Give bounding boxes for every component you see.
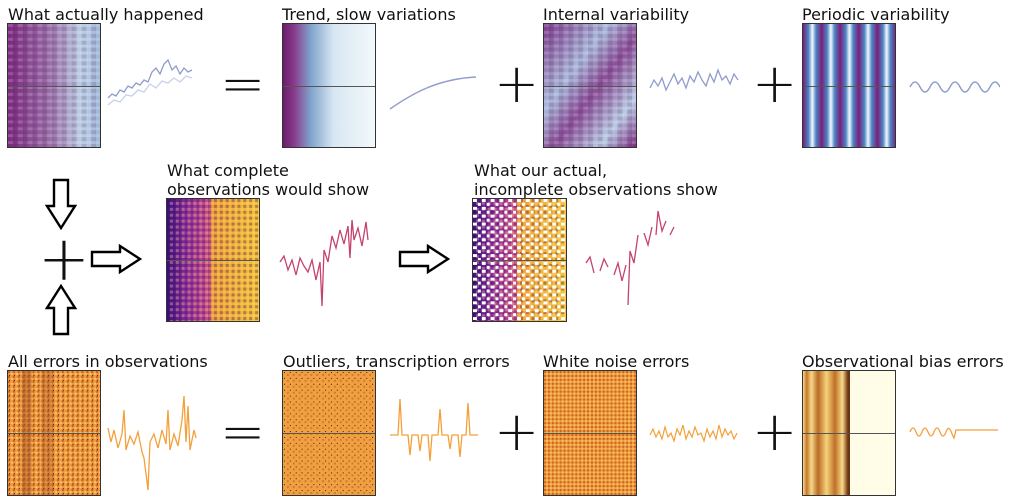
arrow-down [45, 178, 77, 230]
incomplete-observations-map [472, 198, 567, 322]
arrow-up [45, 284, 77, 336]
title-incomplete-2: incomplete observations show [474, 180, 718, 199]
bias-errors-map [802, 370, 896, 496]
periodic-trace [909, 81, 1000, 93]
incomplete-trace [585, 210, 675, 306]
complete-observations-map [166, 198, 260, 322]
all-errors-trace [107, 395, 197, 491]
arrow-right-a [90, 244, 142, 274]
internal-variability-map [543, 23, 637, 148]
title-complete-1: What complete [167, 161, 289, 180]
operator-equals-row1: = [220, 52, 266, 115]
title-periodic-variability: Periodic variability [802, 5, 950, 24]
actual-trace [107, 58, 193, 106]
operator-plus-row1-a: + [494, 52, 540, 115]
title-all-errors: All errors in observations [8, 352, 208, 371]
title-bias-errors: Observational bias errors [802, 352, 1004, 371]
title-complete-2: observations would show [167, 180, 370, 199]
title-trend: Trend, slow variations [282, 5, 456, 24]
trend-trace [389, 76, 477, 110]
title-internal-variability: Internal variability [543, 5, 690, 24]
operator-equals-row3: = [220, 400, 266, 463]
operator-plus-row3-b: + [752, 400, 798, 463]
arrow-right-b [398, 244, 450, 274]
title-white-noise: White noise errors [543, 352, 690, 371]
trend-map [282, 23, 376, 148]
white-noise-map [543, 370, 637, 496]
outliers-trace [390, 398, 478, 462]
actual-map [7, 23, 101, 148]
title-outliers: Outliers, transcription errors [283, 352, 510, 371]
all-errors-map [7, 370, 101, 496]
complete-trace [279, 219, 369, 307]
bias-errors-trace [909, 427, 998, 440]
white-noise-trace [649, 424, 738, 444]
operator-plus-row3-a: + [494, 400, 540, 463]
outliers-map [282, 370, 376, 496]
internal-trace [649, 68, 739, 92]
operator-plus-row1-b: + [752, 52, 798, 115]
periodic-map [802, 23, 896, 148]
title-what-actually-happened: What actually happened [8, 5, 204, 24]
title-incomplete-1: What our actual, [474, 161, 608, 180]
operator-plus-center: + [38, 222, 90, 295]
